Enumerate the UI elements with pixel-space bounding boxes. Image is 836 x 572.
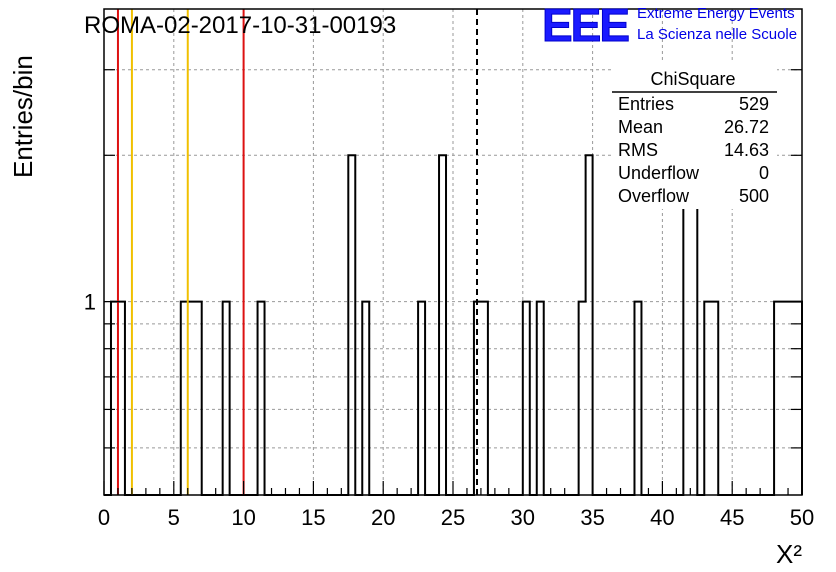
- histogram-bin: [774, 302, 781, 495]
- histogram-bin: [188, 302, 195, 495]
- histogram-bin: [418, 302, 425, 495]
- y-tick-label: 1: [84, 290, 96, 315]
- x-tick-label: 50: [790, 505, 814, 530]
- eee-logo: EEE Extreme Energy Events La Scienza nel…: [542, 0, 798, 52]
- histogram-bin: [258, 302, 265, 495]
- histogram-bin: [781, 302, 788, 495]
- histogram-bin: [634, 302, 641, 495]
- x-axis-title: X²: [776, 539, 802, 569]
- stats-value-entries: 529: [739, 94, 769, 114]
- histogram-bin: [195, 302, 202, 495]
- stats-value-underflow: 0: [759, 163, 769, 183]
- x-tick-label: 25: [441, 505, 465, 530]
- histogram-bin: [111, 302, 118, 495]
- x-tick-label: 45: [720, 505, 744, 530]
- stats-label-underflow: Underflow: [618, 163, 700, 183]
- x-tick-labels: 0 5 10 15 20 25 30 35 40 45 50: [98, 505, 814, 530]
- x-tick-label: 35: [580, 505, 604, 530]
- histogram-bin: [788, 302, 795, 495]
- histogram-bin: [181, 302, 188, 495]
- eee-logo-line1: Extreme Energy Events: [637, 5, 795, 22]
- histogram-bin: [704, 302, 711, 495]
- histogram-bin: [795, 302, 802, 495]
- histogram-bin: [481, 302, 488, 495]
- x-tick-label: 5: [168, 505, 180, 530]
- histogram-bin: [439, 155, 446, 495]
- histogram-bin: [118, 302, 125, 495]
- histogram-bin: [711, 302, 718, 495]
- eee-logo-letters: EEE: [542, 0, 628, 51]
- axes: [103, 8, 803, 496]
- histogram-bin: [223, 302, 230, 495]
- x-tick-label: 10: [231, 505, 255, 530]
- eee-logo-line2: La Scienza nelle Scuole: [637, 26, 797, 43]
- histogram-bin: [537, 302, 544, 495]
- stats-label-mean: Mean: [618, 117, 663, 137]
- x-tick-label: 40: [650, 505, 674, 530]
- grid-lines: [104, 9, 802, 495]
- histogram-bin: [348, 155, 355, 495]
- stats-label-rms: RMS: [618, 140, 658, 160]
- run-title: ROMA-02-2017-10-31-00193: [84, 12, 396, 39]
- y-tick-labels: 1: [84, 290, 96, 315]
- stats-box: ChiSquare Entries 529 Mean 26.72 RMS 14.…: [612, 63, 777, 209]
- stats-label-overflow: Overflow: [618, 186, 690, 206]
- histogram-bin: [523, 302, 530, 495]
- histogram-bin: [362, 302, 369, 495]
- stats-value-overflow: 500: [739, 186, 769, 206]
- stats-label-entries: Entries: [618, 94, 674, 114]
- stats-value-mean: 26.72: [724, 117, 769, 137]
- stats-box-background: [612, 63, 777, 209]
- histogram-bin: [586, 155, 593, 495]
- histogram-bin: [579, 302, 586, 495]
- stats-value-rms: 14.63: [724, 140, 769, 160]
- reference-lines: [116, 9, 479, 495]
- x-tick-label: 20: [371, 505, 395, 530]
- x-tick-label: 0: [98, 505, 110, 530]
- stats-title: ChiSquare: [650, 69, 735, 89]
- x-tick-label: 15: [301, 505, 325, 530]
- y-axis-title: Entries/bin: [8, 55, 38, 178]
- x-tick-label: 30: [511, 505, 535, 530]
